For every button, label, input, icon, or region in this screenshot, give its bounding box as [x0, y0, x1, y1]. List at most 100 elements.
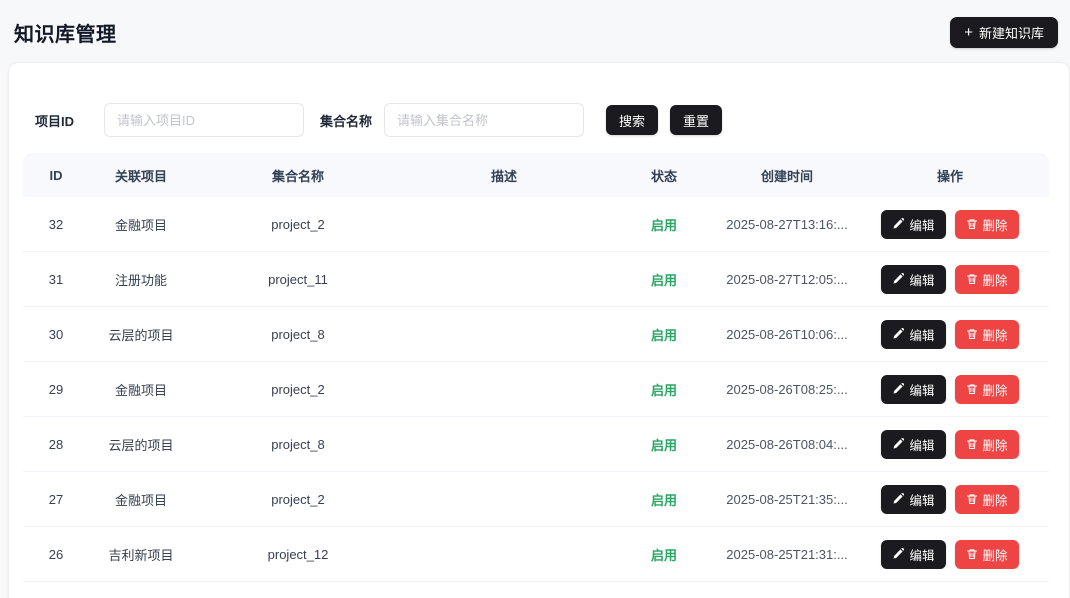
- column-header-actions: 操作: [936, 168, 963, 184]
- cell-related-project: 注册功能: [114, 272, 167, 288]
- column-header-created: 创建时间: [760, 168, 813, 184]
- reset-button[interactable]: 重置: [670, 105, 723, 135]
- cell-related-project: 吉利新项目: [108, 547, 174, 563]
- edit-button-label: 编辑: [909, 383, 935, 398]
- collection-name-label: 集合名称: [320, 113, 373, 129]
- edit-button[interactable]: 编辑: [881, 264, 946, 294]
- trash-icon: [966, 384, 977, 395]
- cell-related-project: 云层的项目: [108, 437, 174, 453]
- create-knowledge-base-button[interactable]: + 新建知识库: [950, 16, 1058, 48]
- pencil-icon: [894, 438, 905, 449]
- project-id-input[interactable]: [104, 103, 305, 137]
- edit-button[interactable]: 编辑: [881, 319, 946, 349]
- edit-button-label: 编辑: [909, 493, 935, 508]
- edit-button-label: 编辑: [909, 438, 935, 453]
- delete-button[interactable]: 删除: [954, 209, 1019, 239]
- table-header-row: ID 关联项目 集合名称 描述 状态 创建时间 操作: [23, 153, 1049, 197]
- status-badge: 启用: [650, 437, 677, 453]
- cell-id: 27: [48, 491, 64, 507]
- delete-button-label: 删除: [982, 548, 1008, 563]
- cell-actions: 编辑 删除: [851, 429, 1049, 459]
- cell-created-time: 2025-08-26T08:25:...: [726, 381, 848, 397]
- cell-related-project: 金融项目: [114, 492, 167, 508]
- column-header-id: ID: [49, 167, 63, 183]
- trash-icon: [966, 494, 977, 505]
- delete-button-label: 删除: [982, 218, 1008, 233]
- project-id-label: 项目ID: [35, 113, 75, 129]
- column-header-collection: 集合名称: [271, 168, 324, 184]
- cell-related-project: 金融项目: [114, 382, 167, 398]
- cell-id: 28: [48, 436, 64, 452]
- edit-button[interactable]: 编辑: [881, 209, 946, 239]
- cell-collection-name: project_2: [271, 216, 325, 232]
- delete-button-label: 删除: [982, 493, 1008, 508]
- trash-icon: [966, 549, 977, 560]
- cell-created-time: 2025-08-25T21:35:...: [726, 491, 848, 507]
- table-row: 26 吉利新项目 project_12 启用 2025-08-25T21:31:…: [23, 527, 1049, 582]
- cell-collection-name: project_12: [267, 546, 329, 562]
- plus-icon: +: [964, 23, 973, 41]
- delete-button[interactable]: 删除: [954, 374, 1019, 404]
- column-header-project: 关联项目: [114, 168, 167, 184]
- edit-button[interactable]: 编辑: [881, 429, 946, 459]
- status-badge: 启用: [650, 382, 677, 398]
- delete-button-label: 删除: [982, 273, 1008, 288]
- table-row: 31 注册功能 project_11 启用 2025-08-27T12:05:.…: [23, 252, 1049, 307]
- cell-collection-name: project_8: [271, 326, 325, 342]
- edit-button-label: 编辑: [909, 273, 935, 288]
- cell-created-time: 2025-08-27T13:16:...: [726, 216, 848, 232]
- status-badge: 启用: [650, 492, 677, 508]
- cell-related-project: 云层的项目: [108, 327, 174, 343]
- table-row: 30 云层的项目 project_8 启用 2025-08-26T10:06:.…: [23, 307, 1049, 362]
- cell-actions: 编辑 删除: [851, 319, 1049, 349]
- edit-button-label: 编辑: [909, 218, 935, 233]
- status-badge: 启用: [650, 217, 677, 233]
- edit-button[interactable]: 编辑: [881, 374, 946, 404]
- delete-button[interactable]: 删除: [954, 319, 1019, 349]
- table-row: 27 金融项目 project_2 启用 2025-08-25T21:35:..…: [23, 472, 1049, 527]
- cell-actions: 编辑 删除: [851, 539, 1049, 569]
- edit-button-label: 编辑: [909, 328, 935, 343]
- table-row: 29 金融项目 project_2 启用 2025-08-26T08:25:..…: [23, 362, 1049, 417]
- cell-collection-name: project_2: [271, 381, 325, 397]
- search-button[interactable]: 搜索: [606, 105, 659, 135]
- cell-actions: 编辑 删除: [851, 374, 1049, 404]
- collection-name-input[interactable]: [384, 103, 585, 137]
- edit-button-label: 编辑: [909, 548, 935, 563]
- cell-collection-name: project_8: [271, 436, 325, 452]
- delete-button-label: 删除: [982, 438, 1008, 453]
- delete-button-label: 删除: [982, 383, 1008, 398]
- cell-id: 32: [48, 216, 64, 232]
- cell-collection-name: project_11: [268, 271, 328, 287]
- trash-icon: [966, 219, 977, 230]
- cell-actions: 编辑 删除: [851, 484, 1049, 514]
- pencil-icon: [894, 493, 905, 504]
- delete-button[interactable]: 删除: [954, 539, 1019, 569]
- delete-button[interactable]: 删除: [954, 264, 1019, 294]
- knowledge-base-table: ID 关联项目 集合名称 描述 状态 创建时间 操作 32 金融项目 proje…: [23, 153, 1049, 582]
- page-title: 知识库管理: [14, 23, 117, 46]
- table-body: 32 金融项目 project_2 启用 2025-08-27T13:16:..…: [23, 197, 1049, 582]
- edit-button[interactable]: 编辑: [881, 484, 946, 514]
- table-row: 32 金融项目 project_2 启用 2025-08-27T13:16:..…: [23, 197, 1049, 252]
- column-header-status: 状态: [650, 168, 677, 184]
- trash-icon: [966, 274, 977, 285]
- cell-created-time: 2025-08-26T08:04:...: [726, 436, 848, 452]
- edit-button[interactable]: 编辑: [881, 539, 946, 569]
- page-header: 知识库管理 + 新建知识库: [0, 0, 1070, 62]
- cell-actions: 编辑 删除: [851, 209, 1049, 239]
- delete-button[interactable]: 删除: [954, 429, 1019, 459]
- delete-button[interactable]: 删除: [954, 484, 1019, 514]
- pencil-icon: [894, 218, 905, 229]
- column-header-description: 描述: [490, 168, 517, 184]
- cell-actions: 编辑 删除: [851, 264, 1049, 294]
- cell-created-time: 2025-08-26T10:06:...: [726, 326, 848, 342]
- cell-collection-name: project_2: [271, 491, 325, 507]
- pencil-icon: [894, 273, 905, 284]
- trash-icon: [966, 329, 977, 340]
- create-knowledge-base-button-label: 新建知识库: [978, 25, 1044, 41]
- pencil-icon: [894, 383, 905, 394]
- cell-id: 26: [48, 546, 64, 562]
- cell-related-project: 金融项目: [114, 217, 167, 233]
- status-badge: 启用: [650, 547, 677, 563]
